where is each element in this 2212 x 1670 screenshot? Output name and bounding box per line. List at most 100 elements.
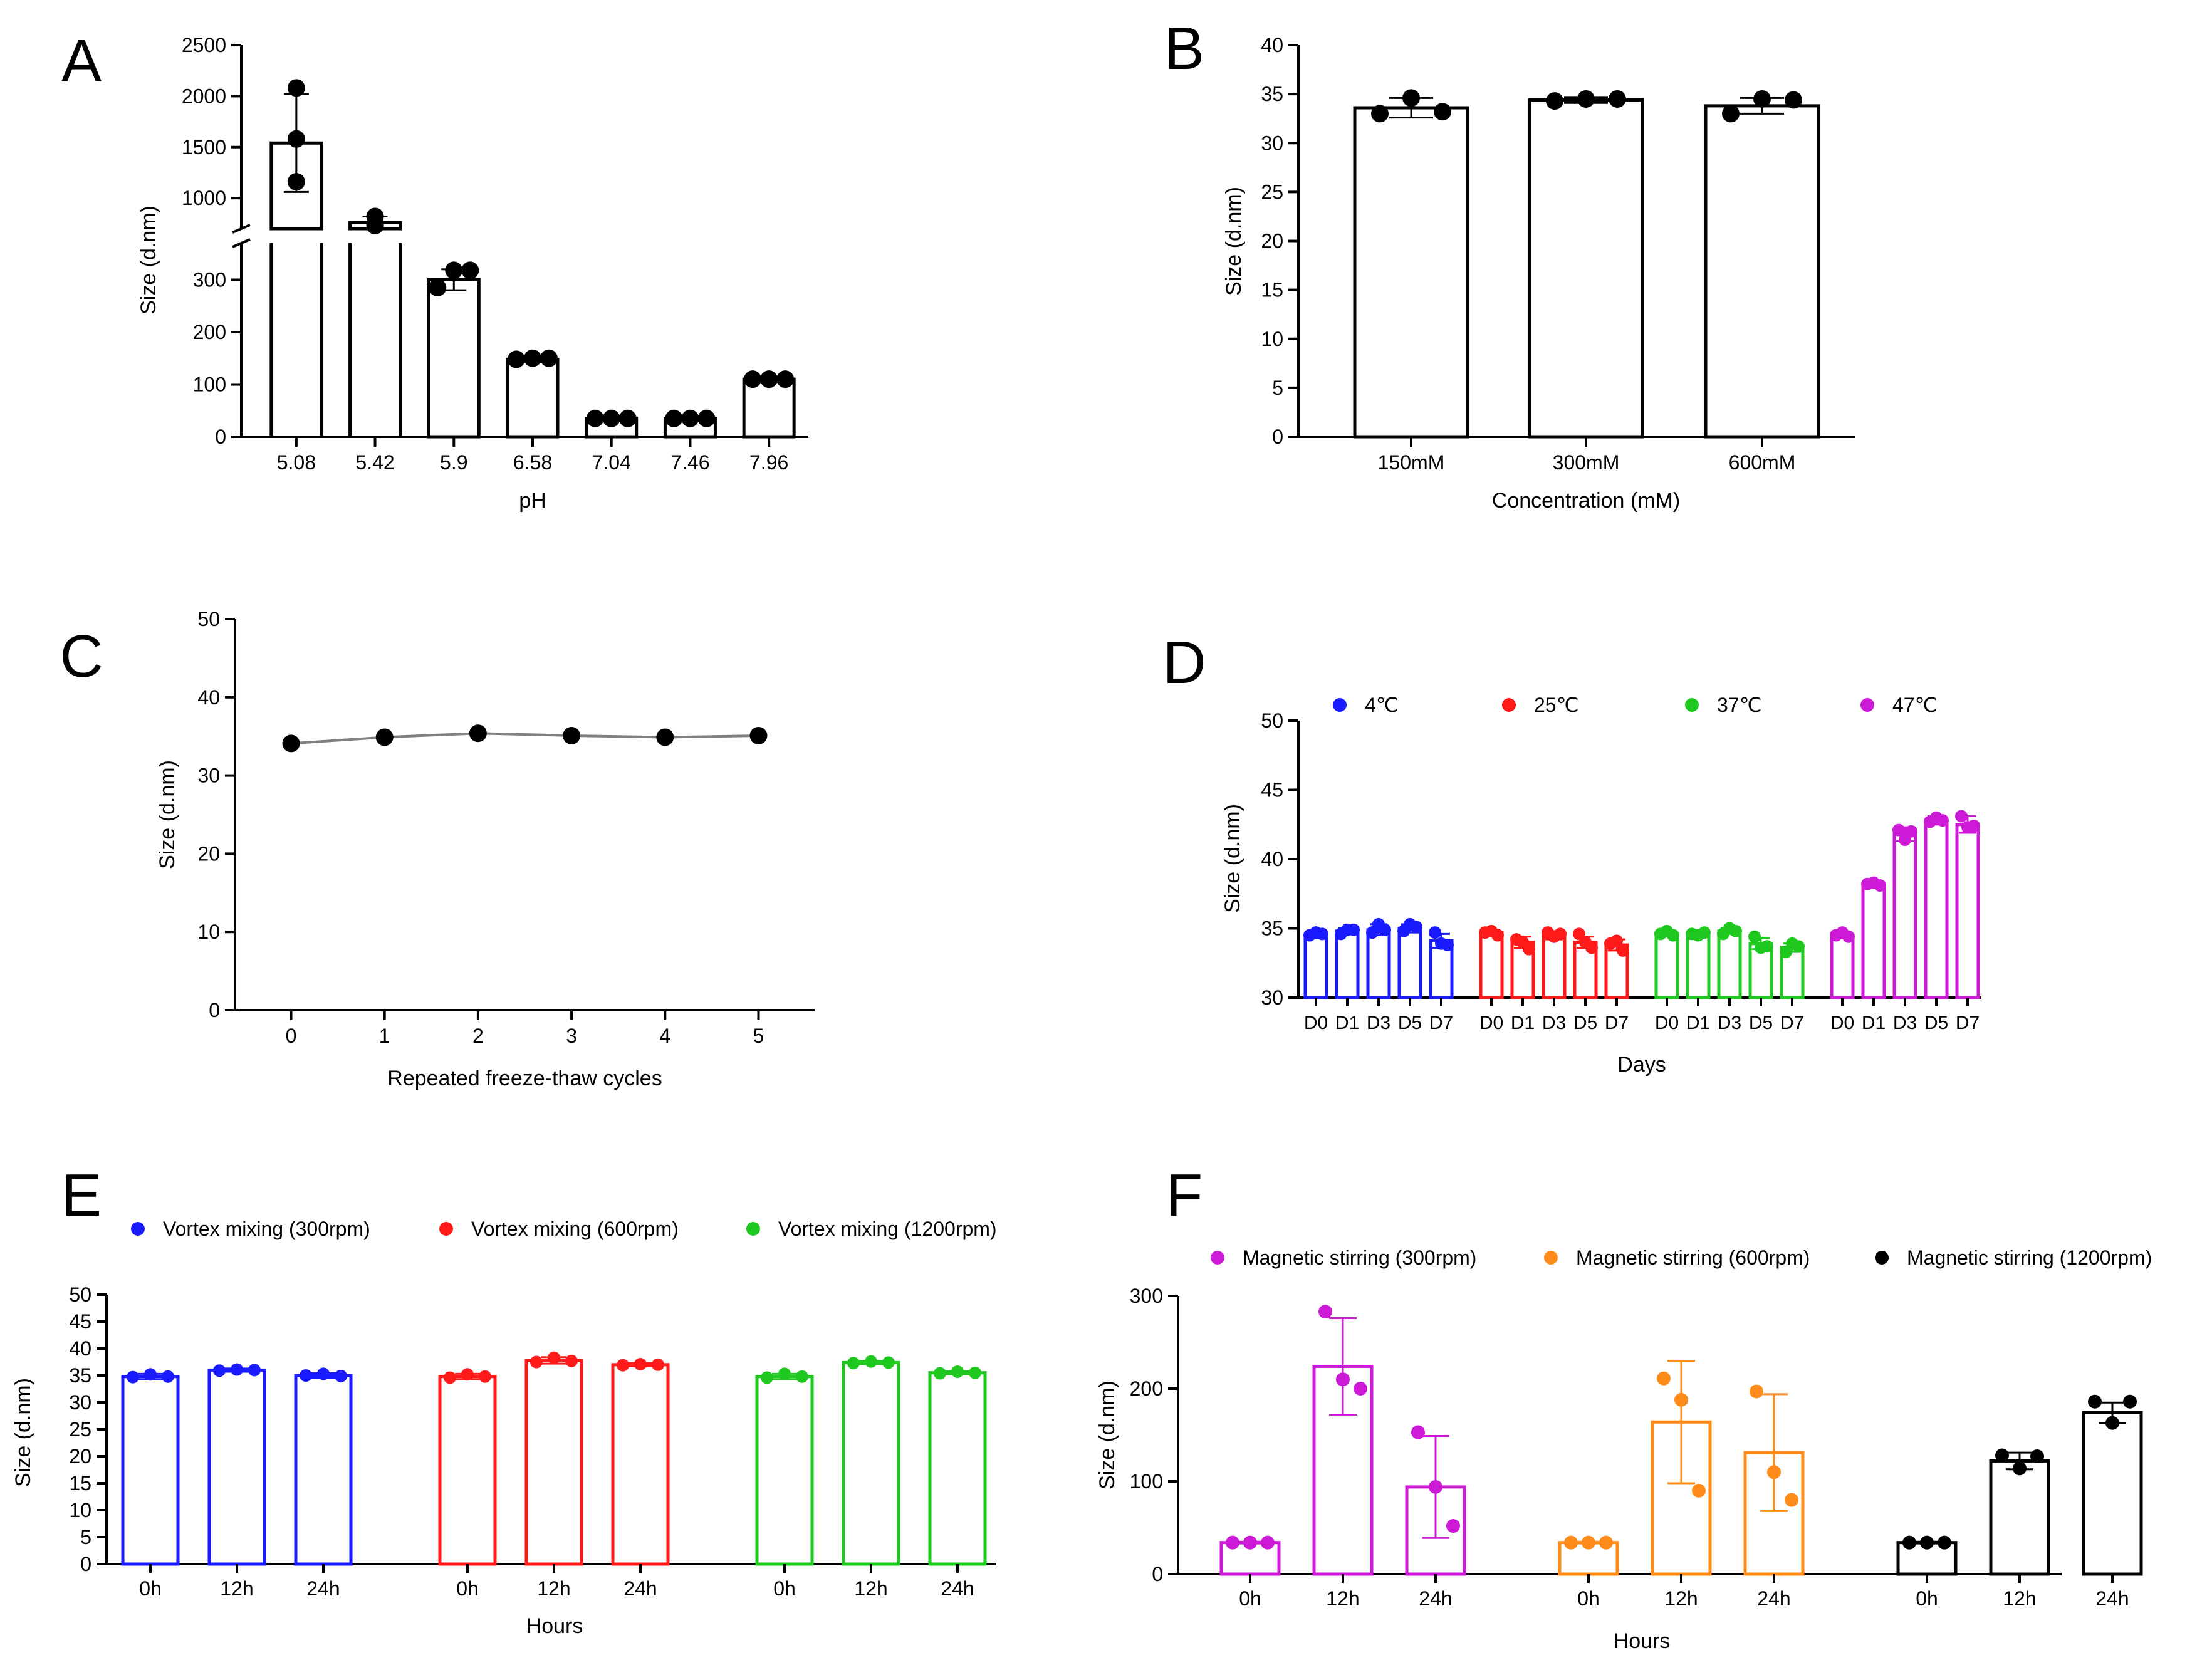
c-ytick-label-0: 0 (209, 999, 220, 1021)
e-xtick-label-s1-24h: 24h (623, 1577, 657, 1600)
b-point-300mM-0 (1546, 92, 1563, 110)
a-ytick-label-100: 100 (193, 373, 226, 395)
f-xtick-label-s0-12h: 12h (1326, 1587, 1359, 1610)
f-point-s1-12h-0 (1657, 1371, 1671, 1386)
d-xtick-label-s1-D1: D1 (1511, 1013, 1535, 1033)
a-xtick-label-5.42: 5.42 (355, 451, 394, 474)
e-ytick-label-20: 20 (69, 1445, 91, 1468)
d-point-s1-D7-1 (1610, 934, 1623, 947)
a-point-5.9-2 (461, 261, 479, 279)
b-point-600mM-0 (1722, 105, 1740, 123)
a-xtick-label-7.46: 7.46 (670, 451, 709, 474)
e-point-s1-12h-1 (548, 1351, 560, 1364)
e-point-s2-12h-0 (847, 1357, 860, 1370)
f-point-s2-24h-1 (2105, 1416, 2119, 1430)
d-point-s3-D5-2 (1936, 814, 1949, 827)
e-point-s2-0h-0 (761, 1371, 773, 1384)
f-xtick-label-s2-12h: 12h (2003, 1587, 2036, 1610)
d-ytick-label-40: 40 (1261, 848, 1283, 870)
a-ytick-label-1500: 1500 (182, 136, 226, 159)
e-ytick-label-25: 25 (69, 1418, 91, 1441)
a-point-5.42-2 (366, 216, 384, 234)
f-point-s0-24h-1 (1429, 1480, 1442, 1494)
a-point-7.04-2 (618, 409, 637, 427)
a-ytick-label-300: 300 (193, 268, 226, 291)
f-point-s2-0h-0 (1902, 1535, 1916, 1550)
d-point-s2-D1-2 (1698, 926, 1711, 939)
e-xtick-label-s0-0h: 0h (139, 1577, 162, 1600)
f-y-axis-title: Size (d.nm) (1095, 1380, 1119, 1490)
a-point-6.58-0 (508, 350, 525, 368)
d-legend-label-3: 47℃ (1892, 694, 1938, 716)
c-series-line (291, 732, 759, 745)
b-point-150mM-1 (1402, 89, 1420, 107)
a-point-7.46-0 (665, 409, 683, 427)
f-x-axis-title: Hours (1614, 1629, 1671, 1653)
a-ytick-label-0: 0 (215, 425, 226, 448)
panel-label-d: D (1162, 629, 1206, 696)
c-ytick-label-40: 40 (197, 686, 220, 709)
f-legend-marker-2 (1875, 1251, 1889, 1265)
e-ytick-label-45: 45 (69, 1310, 91, 1333)
f-point-s2-0h-2 (1938, 1535, 1951, 1550)
c-point-3 (563, 726, 581, 744)
b-y-axis-title: Size (d.nm) (1222, 187, 1246, 296)
f-point-s1-12h-1 (1674, 1392, 1688, 1407)
e-point-s0-12h-0 (213, 1364, 226, 1377)
c-point-2 (469, 724, 487, 743)
d-xtick-label-s3-D1: D1 (1862, 1013, 1886, 1033)
e-ytick-label-15: 15 (69, 1472, 91, 1495)
a-point-6.58-1 (524, 349, 541, 367)
e-point-s2-0h-2 (796, 1370, 808, 1383)
e-point-s2-24h-2 (969, 1366, 981, 1379)
a-xtick-label-6.58: 6.58 (513, 451, 552, 474)
e-xtick-label-s0-12h: 12h (220, 1577, 253, 1600)
b-ytick-label-5: 5 (1272, 377, 1283, 399)
f-point-s2-12h-2 (2030, 1449, 2044, 1464)
e-point-s0-24h-2 (335, 1369, 347, 1382)
a-point-5.08-0 (287, 79, 305, 97)
c-xtick-label-3: 3 (566, 1025, 577, 1047)
c-xtick-label-4: 4 (659, 1025, 670, 1047)
d-point-s3-D1-2 (1874, 879, 1886, 892)
f-point-s2-24h-2 (2123, 1394, 2137, 1409)
f-legend-label-0: Magnetic stirring (300rpm) (1243, 1246, 1476, 1269)
d-ytick-label-35: 35 (1261, 917, 1283, 940)
d-xtick-label-s0-D7: D7 (1429, 1013, 1453, 1033)
a-xtick-label-5.9: 5.9 (440, 451, 467, 474)
b-point-150mM-0 (1371, 105, 1389, 123)
e-ytick-label-40: 40 (69, 1337, 91, 1360)
e-point-s0-24h-1 (317, 1367, 330, 1380)
d-xtick-label-s2-D0: D0 (1655, 1013, 1679, 1033)
f-point-s1-24h-0 (1750, 1384, 1763, 1399)
d-xtick-label-s0-D3: D3 (1367, 1013, 1390, 1033)
c-ytick-label-50: 50 (197, 608, 220, 630)
d-point-s3-D3-2 (1905, 825, 1917, 838)
d-ytick-label-45: 45 (1261, 779, 1283, 801)
b-point-150mM-2 (1434, 103, 1451, 121)
e-point-s1-0h-1 (461, 1368, 474, 1381)
e-point-s0-12h-1 (231, 1363, 243, 1376)
c-point-5 (749, 726, 768, 744)
e-ytick-label-5: 5 (80, 1526, 91, 1548)
a-y-axis-title: Size (d.nm) (137, 206, 160, 315)
d-xtick-label-s1-D3: D3 (1542, 1013, 1566, 1033)
e-legend-marker-1 (439, 1222, 453, 1236)
d-xtick-label-s1-D0: D0 (1479, 1013, 1503, 1033)
b-ytick-label-40: 40 (1261, 34, 1283, 56)
c-ytick-label-10: 10 (197, 921, 220, 943)
a-point-6.58-2 (540, 349, 558, 367)
a-ytick-label-1000: 1000 (182, 187, 226, 209)
f-point-s1-24h-1 (1767, 1465, 1781, 1480)
e-point-s1-24h-1 (634, 1357, 647, 1370)
f-xtick-label-s0-0h: 0h (1239, 1587, 1261, 1610)
e-x-axis-title: Hours (526, 1614, 583, 1638)
d-legend-marker-3 (1860, 698, 1874, 712)
d-point-s0-D3-2 (1379, 923, 1391, 936)
f-point-s2-12h-0 (1995, 1448, 2009, 1463)
d-point-s1-D7-2 (1617, 944, 1629, 957)
f-point-s0-12h-2 (1354, 1382, 1367, 1396)
e-y-axis-title: Size (d.nm) (11, 1378, 35, 1487)
f-xtick-label-s2-24h: 24h (2095, 1587, 2129, 1610)
